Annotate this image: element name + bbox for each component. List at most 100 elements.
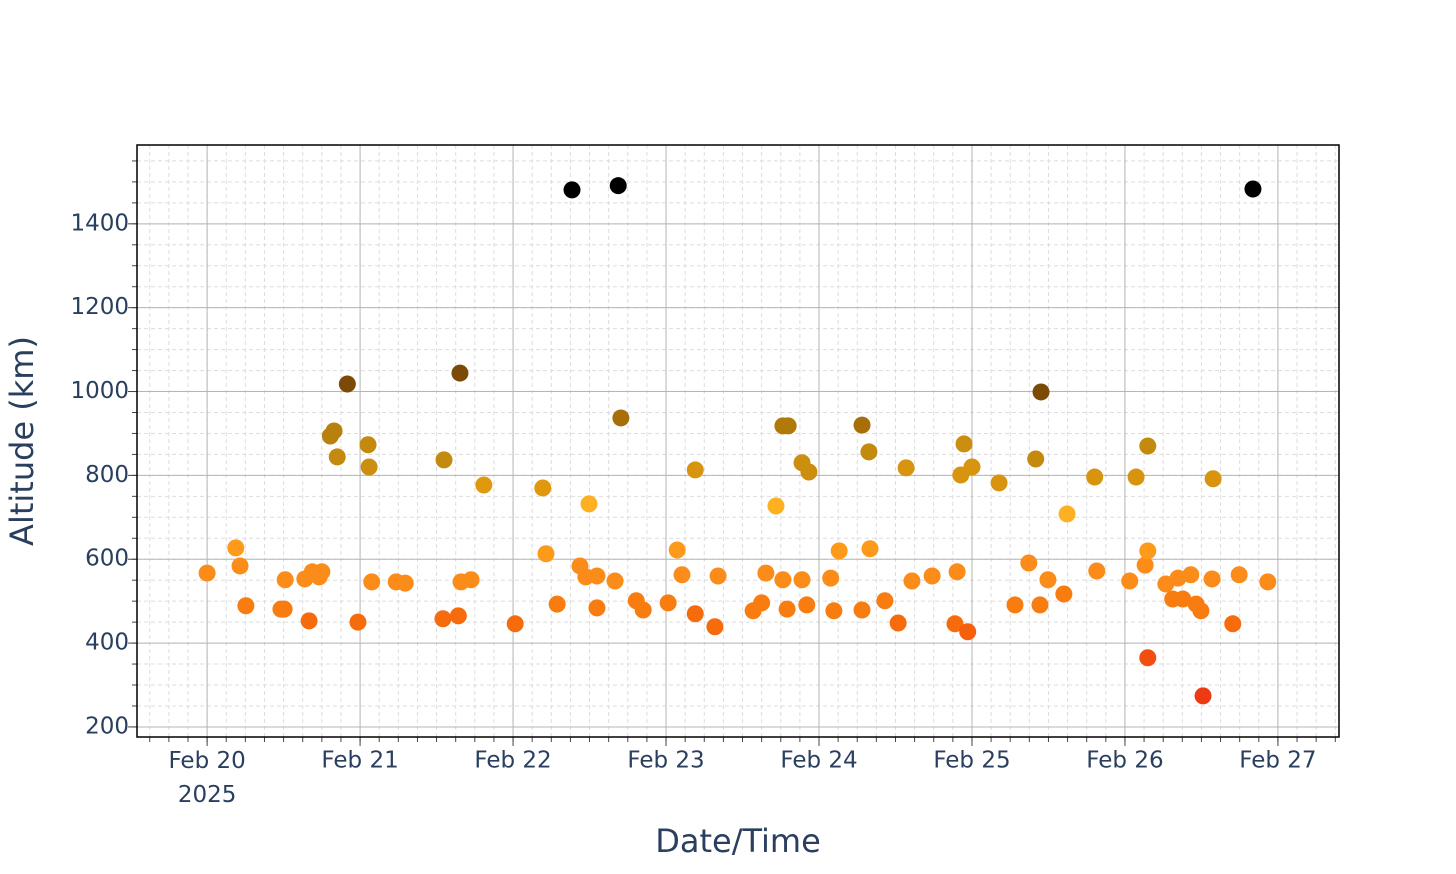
point: [325, 422, 343, 440]
point: [706, 618, 724, 636]
point: [1259, 573, 1277, 591]
point: [822, 569, 840, 587]
x-tick-label: Feb 26: [1086, 748, 1163, 774]
y-tick-label: 400: [85, 630, 129, 656]
point: [825, 602, 843, 620]
point: [300, 612, 318, 630]
point: [1006, 596, 1024, 614]
point: [1032, 383, 1050, 401]
point: [198, 564, 216, 582]
point: [659, 594, 677, 612]
point: [793, 571, 811, 589]
point: [349, 613, 367, 631]
point: [990, 474, 1008, 492]
point: [359, 436, 377, 454]
point: [227, 539, 245, 557]
point: [889, 614, 907, 632]
point: [580, 495, 598, 513]
point: [563, 181, 581, 199]
point: [1169, 569, 1187, 587]
point: [475, 476, 493, 494]
point: [1088, 562, 1106, 580]
point: [360, 458, 378, 476]
point: [955, 435, 973, 453]
y-tick-label: 800: [85, 462, 129, 488]
point: [634, 601, 652, 619]
point: [1055, 585, 1073, 603]
point: [668, 541, 686, 559]
point: [451, 364, 469, 382]
point: [1121, 572, 1139, 590]
point: [1230, 566, 1248, 584]
point: [609, 177, 627, 195]
y-tick-label: 1000: [70, 378, 129, 404]
point: [506, 615, 524, 633]
point: [1020, 554, 1038, 572]
x-axis-title: Date/Time: [655, 822, 821, 860]
point: [800, 463, 818, 481]
point: [588, 567, 606, 585]
point: [276, 571, 294, 589]
point: [963, 458, 981, 476]
point: [338, 375, 356, 393]
point: [1182, 566, 1200, 584]
point: [753, 594, 771, 612]
point: [1204, 470, 1222, 488]
point: [1027, 450, 1045, 468]
point: [462, 571, 480, 589]
point: [1224, 615, 1242, 633]
point: [396, 574, 414, 592]
point: [313, 563, 331, 581]
point: [588, 599, 606, 617]
x-tick-label: Feb 27: [1239, 748, 1316, 774]
point: [897, 459, 915, 477]
y-tick-label: 600: [85, 546, 129, 572]
y-tick-label: 1200: [70, 294, 129, 320]
y-axis-title: Altitude (km): [3, 336, 41, 546]
point: [1244, 180, 1262, 198]
point: [946, 615, 964, 633]
point: [903, 572, 921, 590]
point: [1136, 556, 1154, 574]
point: [1139, 542, 1157, 560]
y-tick-label: 200: [85, 713, 129, 739]
x-tick-label: Feb 24: [780, 748, 857, 774]
point: [1058, 505, 1076, 523]
point: [686, 461, 704, 479]
point: [923, 567, 941, 585]
point: [534, 479, 552, 497]
point: [876, 592, 894, 610]
point: [673, 566, 691, 584]
point: [1194, 687, 1212, 705]
point: [237, 597, 255, 615]
point: [860, 443, 878, 461]
point: [757, 564, 775, 582]
point: [1127, 468, 1145, 486]
point: [328, 448, 346, 466]
point: [778, 600, 796, 618]
point: [548, 595, 566, 613]
x-tick-label: Feb 23: [627, 748, 704, 774]
point: [853, 601, 871, 619]
point: [948, 563, 966, 581]
point: [1139, 649, 1157, 667]
point: [606, 572, 624, 590]
point: [1031, 596, 1049, 614]
point: [686, 605, 704, 623]
point: [231, 557, 249, 575]
point: [1086, 468, 1104, 486]
y-tick-label: 1400: [70, 210, 129, 236]
point: [612, 409, 630, 427]
point: [779, 417, 797, 435]
point: [1174, 590, 1192, 608]
point: [275, 600, 293, 618]
x-tick-label: Feb 22: [474, 748, 551, 774]
point: [1192, 602, 1210, 620]
point: [830, 542, 848, 560]
point: [435, 451, 453, 469]
point: [798, 596, 816, 614]
point: [1139, 437, 1157, 455]
point: [1039, 571, 1057, 589]
point: [434, 610, 452, 628]
